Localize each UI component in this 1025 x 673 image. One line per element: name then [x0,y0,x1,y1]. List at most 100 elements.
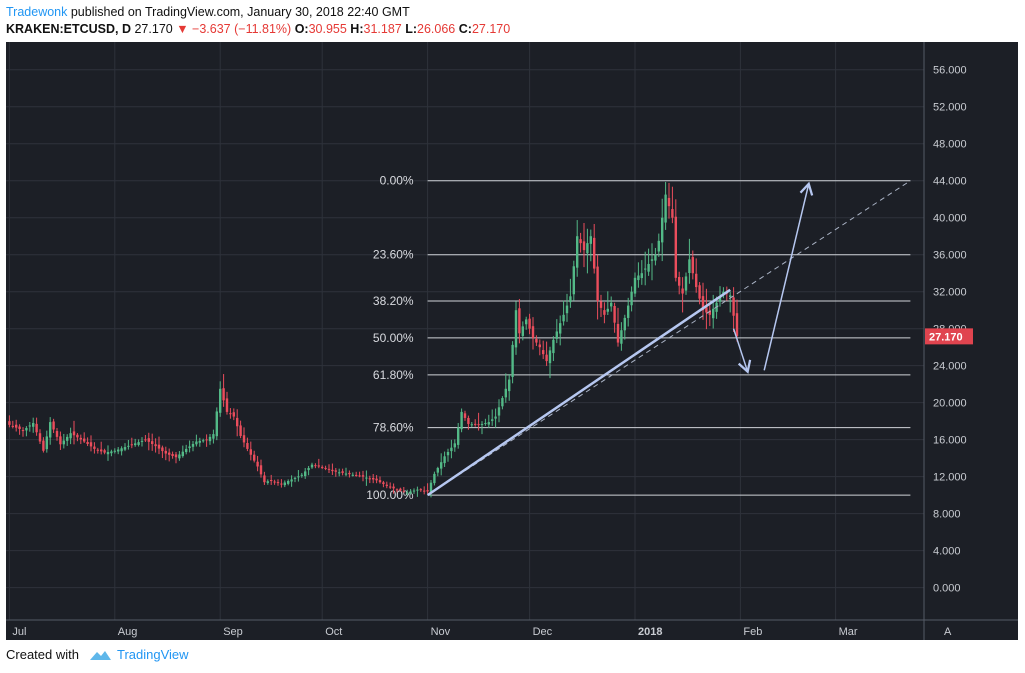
x-tick-label: Nov [431,626,451,638]
candle-body [654,254,657,261]
candle-body [130,444,133,446]
candle-body [28,425,31,427]
candle-body [25,427,28,431]
candle-body [623,317,626,331]
candle-body [501,398,504,407]
candle-body [195,441,198,445]
candle-body [21,430,25,432]
candle-body [657,240,660,252]
candle-body [69,433,72,439]
candle-body [647,263,650,272]
candle-body [72,431,76,436]
candle-body [484,423,487,425]
candle-body [684,276,688,291]
candle-body [212,434,215,439]
candle-body [545,354,548,362]
candle-body [106,451,110,455]
candle-body [457,427,460,445]
candle-body [76,434,79,438]
candle-body [508,379,511,392]
candle-body [497,407,501,416]
x-tick-label: Jul [12,626,26,638]
y-tick-label: 0.000 [933,583,961,595]
low-label: L: [405,22,418,36]
candle-body [178,454,181,459]
fib-level-label: 78.60% [373,421,414,435]
candle-body [372,477,375,480]
candle-body [453,443,456,448]
candle-body [579,239,582,244]
candle-body [443,456,446,464]
candle-body [113,450,116,452]
chart-header: Tradewonk published on TradingView.com, … [6,4,510,38]
candle-body [86,442,89,444]
candle-body [263,475,266,483]
candle-body [535,338,538,343]
candle-body [586,243,589,254]
candle-body [582,241,586,251]
low-value: 26.066 [417,22,456,36]
y-tick-label: 4.000 [933,546,961,558]
candle-body [491,419,494,421]
candle-body [627,305,630,318]
candle-body [287,480,290,484]
candle-body [450,447,453,452]
candle-body [378,480,382,483]
candle-body [55,431,59,437]
candle-body [344,473,348,475]
candle-body [399,488,402,491]
candle-body [610,302,613,307]
x-tick-label: Dec [533,626,553,638]
candle-body [559,323,562,334]
candlestick-chart[interactable]: 56.000 52.000 48.000 44.000 40.000 36.000 32.0… [6,42,1018,640]
candle-body [705,307,708,313]
y-tick-label: 12.000 [933,472,967,484]
author-link[interactable]: Tradewonk [6,5,68,19]
chart-area[interactable]: 56.000 52.000 48.000 44.000 40.000 36.000 32.0… [6,42,1018,640]
candle-body [103,450,106,453]
trend-extension-line [427,180,911,496]
x-tick-label: Aug [118,626,138,638]
candle-body [389,486,392,488]
candle-body [185,448,188,453]
candle-body [300,474,303,476]
candle-body [161,447,164,452]
candle-body [246,443,249,449]
candle-body [351,474,354,476]
candle-body [83,438,86,442]
candle-body [110,451,113,454]
candle-body [317,465,320,467]
candle-body [460,411,463,430]
high-value: 31.187 [363,22,402,36]
x-tick-label: 2018 [638,626,662,638]
candle-body [32,423,35,427]
candle-body [96,449,99,451]
candle-body [429,482,433,493]
candle-body [470,424,473,426]
fib-level-label: 100.00% [366,488,414,502]
x-tick-label: Mar [839,626,858,638]
candle-body [208,436,212,442]
candle-body [589,236,592,244]
candle-body [62,440,65,445]
candle-body [708,310,711,315]
candle-body [334,470,337,472]
y-tick-label: 52.000 [933,102,967,114]
candle-body [327,468,331,470]
tradingview-link[interactable]: TradingView [116,647,189,662]
candle-body [565,305,569,314]
candle-body [174,454,178,458]
candle-body [382,482,385,485]
trend-line [426,288,731,497]
candle-body [603,310,606,315]
x-tick-label: A [944,626,952,638]
candle-body [426,490,429,492]
ohlc-line: KRAKEN:ETCUSD, D 27.170 ▼ −3.637 (−11.81… [6,21,510,38]
candle-body [11,425,14,427]
tradingview-cloud-icon [89,650,111,660]
candle-body [440,462,443,469]
candle-body [331,469,334,472]
candle-body [637,275,640,281]
y-tick-label: 16.000 [933,435,967,447]
open-label: O: [294,22,309,36]
